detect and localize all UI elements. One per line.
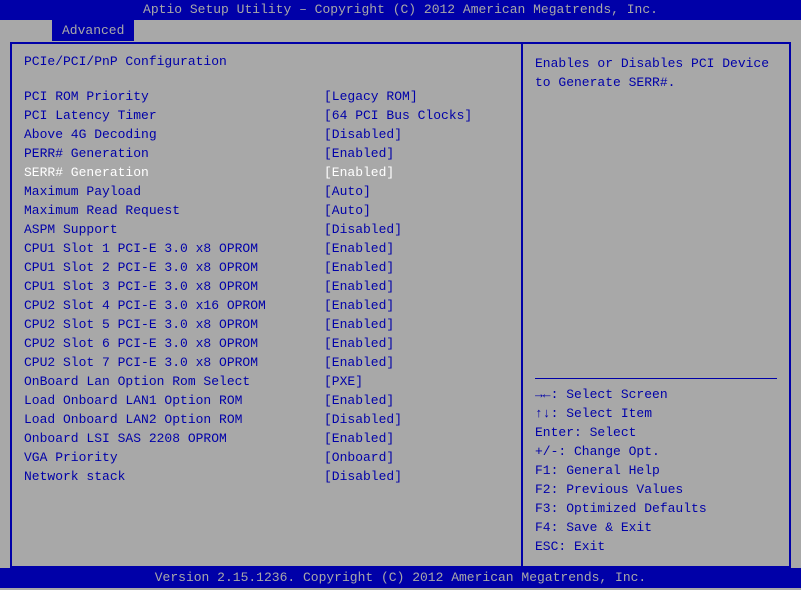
help-key-line: ESC: Exit bbox=[535, 537, 777, 556]
setting-row[interactable]: CPU2 Slot 4 PCI-E 3.0 x16 OPROM[Enabled] bbox=[24, 296, 509, 315]
setting-value: [Auto] bbox=[324, 184, 371, 199]
setting-value: [Disabled] bbox=[324, 127, 402, 142]
setting-row[interactable]: CPU2 Slot 7 PCI-E 3.0 x8 OPROM[Enabled] bbox=[24, 353, 509, 372]
setting-label: CPU2 Slot 7 PCI-E 3.0 x8 OPROM bbox=[24, 355, 324, 370]
setting-row[interactable]: CPU1 Slot 2 PCI-E 3.0 x8 OPROM[Enabled] bbox=[24, 258, 509, 277]
setting-value: [Enabled] bbox=[324, 260, 394, 275]
help-key-line: +/-: Change Opt. bbox=[535, 442, 777, 461]
footer-text: Version 2.15.1236. Copyright (C) 2012 Am… bbox=[155, 570, 646, 585]
setting-row[interactable]: CPU1 Slot 1 PCI-E 3.0 x8 OPROM[Enabled] bbox=[24, 239, 509, 258]
setting-row[interactable]: VGA Priority[Onboard] bbox=[24, 448, 509, 467]
title-bar: Aptio Setup Utility – Copyright (C) 2012… bbox=[0, 0, 801, 20]
setting-value: [Enabled] bbox=[324, 393, 394, 408]
setting-row[interactable]: Maximum Payload[Auto] bbox=[24, 182, 509, 201]
setting-row[interactable]: CPU2 Slot 6 PCI-E 3.0 x8 OPROM[Enabled] bbox=[24, 334, 509, 353]
help-key-line: F2: Previous Values bbox=[535, 480, 777, 499]
help-key-line: F3: Optimized Defaults bbox=[535, 499, 777, 518]
setting-row[interactable]: Load Onboard LAN1 Option ROM[Enabled] bbox=[24, 391, 509, 410]
setting-value: [Enabled] bbox=[324, 317, 394, 332]
bios-screen: Aptio Setup Utility – Copyright (C) 2012… bbox=[0, 0, 801, 590]
setting-row[interactable]: PCI ROM Priority[Legacy ROM] bbox=[24, 87, 509, 106]
setting-label: VGA Priority bbox=[24, 450, 324, 465]
setting-row[interactable]: OnBoard Lan Option Rom Select[PXE] bbox=[24, 372, 509, 391]
setting-row[interactable]: Maximum Read Request[Auto] bbox=[24, 201, 509, 220]
help-text: Enables or Disables PCI Device to Genera… bbox=[535, 54, 777, 92]
setting-row[interactable]: ASPM Support[Disabled] bbox=[24, 220, 509, 239]
setting-value: [Enabled] bbox=[324, 241, 394, 256]
setting-label: CPU1 Slot 3 PCI-E 3.0 x8 OPROM bbox=[24, 279, 324, 294]
setting-value: [Disabled] bbox=[324, 469, 402, 484]
section-title: PCIe/PCI/PnP Configuration bbox=[24, 54, 509, 69]
setting-label: Onboard LSI SAS 2208 OPROM bbox=[24, 431, 324, 446]
setting-row[interactable]: CPU1 Slot 3 PCI-E 3.0 x8 OPROM[Enabled] bbox=[24, 277, 509, 296]
main-area: PCIe/PCI/PnP Configuration PCI ROM Prior… bbox=[0, 42, 801, 568]
setting-label: PCI Latency Timer bbox=[24, 108, 324, 123]
setting-label: Maximum Read Request bbox=[24, 203, 324, 218]
setting-label: CPU1 Slot 2 PCI-E 3.0 x8 OPROM bbox=[24, 260, 324, 275]
help-spacer bbox=[535, 92, 777, 378]
setting-value: [PXE] bbox=[324, 374, 363, 389]
setting-label: ASPM Support bbox=[24, 222, 324, 237]
help-key-line: F4: Save & Exit bbox=[535, 518, 777, 537]
setting-row[interactable]: CPU2 Slot 5 PCI-E 3.0 x8 OPROM[Enabled] bbox=[24, 315, 509, 334]
setting-value: [Disabled] bbox=[324, 412, 402, 427]
setting-label: Maximum Payload bbox=[24, 184, 324, 199]
setting-value: [Enabled] bbox=[324, 146, 394, 161]
setting-label: CPU1 Slot 1 PCI-E 3.0 x8 OPROM bbox=[24, 241, 324, 256]
setting-label: CPU2 Slot 6 PCI-E 3.0 x8 OPROM bbox=[24, 336, 324, 351]
setting-label: Network stack bbox=[24, 469, 324, 484]
setting-value: [Enabled] bbox=[324, 431, 394, 446]
setting-row[interactable]: PCI Latency Timer[64 PCI Bus Clocks] bbox=[24, 106, 509, 125]
setting-label: Above 4G Decoding bbox=[24, 127, 324, 142]
setting-value: [Disabled] bbox=[324, 222, 402, 237]
title-text: Aptio Setup Utility – Copyright (C) 2012… bbox=[143, 2, 658, 17]
help-panel: Enables or Disables PCI Device to Genera… bbox=[521, 42, 791, 568]
help-line: Enables or Disables PCI Device bbox=[535, 54, 777, 73]
setting-value: [Enabled] bbox=[324, 298, 394, 313]
setting-row[interactable]: Above 4G Decoding[Disabled] bbox=[24, 125, 509, 144]
setting-value: [Enabled] bbox=[324, 165, 394, 180]
help-keys: →←: Select Screen↑↓: Select ItemEnter: S… bbox=[535, 385, 777, 556]
setting-row[interactable]: Onboard LSI SAS 2208 OPROM[Enabled] bbox=[24, 429, 509, 448]
tab-advanced[interactable]: Advanced bbox=[52, 20, 134, 41]
setting-value: [Enabled] bbox=[324, 336, 394, 351]
setting-value: [Auto] bbox=[324, 203, 371, 218]
help-key-line: Enter: Select bbox=[535, 423, 777, 442]
setting-label: Load Onboard LAN2 Option ROM bbox=[24, 412, 324, 427]
setting-value: [Enabled] bbox=[324, 279, 394, 294]
setting-row[interactable]: PERR# Generation[Enabled] bbox=[24, 144, 509, 163]
setting-row[interactable]: Network stack[Disabled] bbox=[24, 467, 509, 486]
setting-label: PCI ROM Priority bbox=[24, 89, 324, 104]
setting-row[interactable]: Load Onboard LAN2 Option ROM[Disabled] bbox=[24, 410, 509, 429]
setting-label: OnBoard Lan Option Rom Select bbox=[24, 374, 324, 389]
help-key-line: F1: General Help bbox=[535, 461, 777, 480]
setting-value: [Onboard] bbox=[324, 450, 394, 465]
setting-label: Load Onboard LAN1 Option ROM bbox=[24, 393, 324, 408]
help-divider bbox=[535, 378, 777, 379]
setting-label: PERR# Generation bbox=[24, 146, 324, 161]
settings-panel: PCIe/PCI/PnP Configuration PCI ROM Prior… bbox=[10, 42, 521, 568]
tab-bar: Advanced bbox=[0, 20, 801, 42]
setting-value: [64 PCI Bus Clocks] bbox=[324, 108, 472, 123]
footer-bar: Version 2.15.1236. Copyright (C) 2012 Am… bbox=[0, 568, 801, 588]
setting-label: CPU2 Slot 5 PCI-E 3.0 x8 OPROM bbox=[24, 317, 324, 332]
setting-label: SERR# Generation bbox=[24, 165, 324, 180]
help-key-line: →←: Select Screen bbox=[535, 385, 777, 404]
help-key-line: ↑↓: Select Item bbox=[535, 404, 777, 423]
settings-list: PCI ROM Priority[Legacy ROM]PCI Latency … bbox=[24, 87, 509, 486]
help-line: to Generate SERR#. bbox=[535, 73, 777, 92]
setting-value: [Legacy ROM] bbox=[324, 89, 418, 104]
setting-value: [Enabled] bbox=[324, 355, 394, 370]
setting-label: CPU2 Slot 4 PCI-E 3.0 x16 OPROM bbox=[24, 298, 324, 313]
setting-row[interactable]: SERR# Generation[Enabled] bbox=[24, 163, 509, 182]
